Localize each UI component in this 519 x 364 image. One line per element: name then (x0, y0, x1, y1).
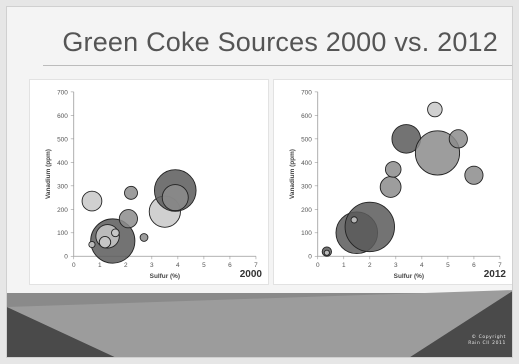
footer-right-shape (410, 291, 512, 357)
bubble-point-9 (139, 233, 149, 242)
slide: Green Coke Sources 2000 vs. 2012 0 100 200… (6, 6, 513, 358)
x-axis-label: Sulfur (%) (394, 273, 424, 280)
bubble-point-2 (323, 249, 330, 256)
bubble-point-12 (161, 184, 189, 212)
y-tick-label: 400 (57, 160, 68, 167)
copyright-notice: © Copyright Rain CII 2011 (468, 335, 506, 347)
x-tick-label: 1 (342, 262, 346, 269)
x-tick-label: 7 (498, 262, 502, 269)
y-tick-label: 300 (57, 183, 68, 190)
bubble-point-4 (98, 236, 112, 249)
y-tick-label: 700 (57, 89, 68, 96)
chart-year-label-2012: 2012 (483, 269, 506, 280)
bubble-chart-2012: 0 100 200 300 400 500 600 700 0 1 2 3 4 5 6 7 Sulfur (%)… (289, 89, 502, 280)
x-tick-label: 5 (202, 262, 206, 269)
x-tick-label: 1 (98, 262, 102, 269)
bubble-point-1 (81, 190, 103, 212)
x-tick-label: 3 (150, 262, 154, 269)
bubble-point-8 (124, 185, 138, 200)
x-tick-label: 7 (254, 262, 258, 269)
bubble-point-11 (448, 129, 468, 149)
x-tick-label: 2 (124, 262, 128, 269)
bubble-point-5 (88, 240, 96, 249)
y-tick-label: 700 (301, 89, 312, 96)
y-tick-label: 0 (64, 254, 68, 261)
bubble-point-9 (427, 101, 443, 118)
slide-title: Green Coke Sources 2000 vs. 2012 (62, 27, 498, 57)
bubble-point-7 (384, 161, 402, 178)
bubble-point-12 (464, 165, 484, 185)
x-tick-label: 0 (72, 262, 76, 269)
x-tick-label: 6 (472, 262, 476, 269)
y-tick-label: 0 (308, 254, 312, 261)
x-tick-label: 6 (228, 262, 232, 269)
y-tick-label: 400 (301, 160, 312, 167)
y-tick-label: 600 (57, 113, 68, 120)
chart-year-label-2000: 2000 (239, 269, 262, 280)
y-tick-label: 600 (301, 113, 312, 120)
y-tick-label: 500 (57, 136, 68, 143)
chart-2012: 0 100 200 300 400 500 600 700 0 1 2 3 4 5 6 7 Sulfur (%)… (273, 79, 512, 285)
y-axis-label: Vanadium (ppm) (45, 149, 52, 199)
x-tick-label: 4 (176, 262, 180, 269)
bubble-point-10 (414, 130, 461, 176)
x-tick-label: 4 (420, 262, 424, 269)
bubble-point-6 (379, 176, 402, 198)
copyright-line-1: © Copyright (471, 335, 506, 340)
y-tick-label: 200 (301, 207, 312, 214)
bubble-point-4 (344, 201, 395, 253)
y-tick-label: 100 (301, 230, 312, 237)
bubble-point-5 (350, 216, 358, 224)
y-tick-label: 300 (301, 183, 312, 190)
bubble-chart-2000: 0 100 200 300 400 500 600 700 0 1 2 3 4 5 6 7 Sulfur (%)… (45, 89, 258, 280)
bubble-point-7 (118, 209, 138, 229)
title-divider (43, 65, 512, 66)
y-tick-label: 100 (57, 230, 68, 237)
y-axis-label: Vanadium (ppm) (289, 149, 296, 199)
x-tick-label: 2 (368, 262, 372, 269)
x-tick-label: 3 (394, 262, 398, 269)
footer-center-light (7, 290, 512, 357)
chart-2000: 0 100 200 300 400 500 600 700 0 1 2 3 4 5 6 7 Sulfur (%)… (29, 79, 269, 285)
copyright-line-2: Rain CII 2011 (468, 341, 506, 346)
x-axis-label: Sulfur (%) (150, 273, 180, 280)
footer-left-triangle (7, 307, 115, 357)
x-tick-label: 0 (316, 262, 320, 269)
footer-band (7, 293, 512, 357)
bubble-point-6 (111, 228, 120, 238)
x-tick-label: 5 (446, 262, 450, 269)
y-tick-label: 500 (301, 136, 312, 143)
y-tick-label: 200 (57, 207, 68, 214)
